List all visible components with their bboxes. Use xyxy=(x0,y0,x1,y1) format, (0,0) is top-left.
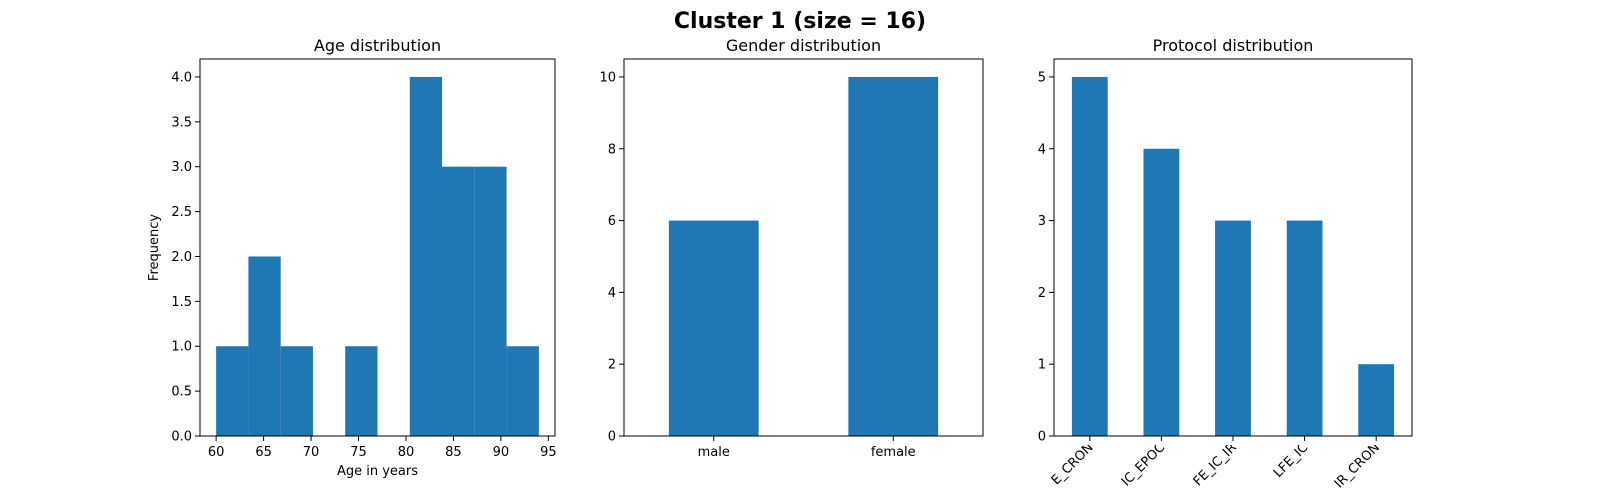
y-tick-label: 2.0 xyxy=(171,250,192,265)
x-tick-label: 90 xyxy=(493,445,510,460)
y-tick-label: 5 xyxy=(1038,70,1046,85)
x-tick-label: 75 xyxy=(350,445,367,460)
y-tick-label: 2.5 xyxy=(171,205,192,220)
y-tick-label: 1.0 xyxy=(171,340,192,355)
y-tick-label: 0 xyxy=(1038,430,1046,445)
y-tick-label: 4 xyxy=(1038,142,1046,157)
y-tick-label: 4.0 xyxy=(171,70,192,85)
x-tick-label: 80 xyxy=(398,445,415,460)
histogram-bin xyxy=(506,346,539,436)
histogram-bin xyxy=(474,166,507,436)
y-tick-label: 2 xyxy=(608,358,616,373)
x-tick-label: IC_EPOC xyxy=(1119,440,1168,489)
axes-frame xyxy=(623,58,984,437)
axes-frame xyxy=(199,58,556,437)
x-tick-label: FE_IC_IR xyxy=(1191,440,1240,489)
y-tick-label: 2 xyxy=(1038,286,1046,301)
bar-male xyxy=(668,220,759,436)
bar-lfe_ir_cron xyxy=(1358,364,1395,436)
x-tick-label: 65 xyxy=(255,445,272,460)
x-tick-label: male xyxy=(698,445,730,460)
panel-title: Gender distribution xyxy=(726,36,881,55)
histogram-bin xyxy=(280,346,313,436)
y-tick-label: 3 xyxy=(1038,214,1046,229)
y-tick-label: 3.5 xyxy=(171,115,192,130)
y-tick-label: 4 xyxy=(608,286,616,301)
panel-title: Protocol distribution xyxy=(1153,36,1314,55)
gender-bar-panel: Gender distribution 0 2 4 6 8 10 male female xyxy=(599,36,984,460)
figure-title: Cluster 1 (size = 16) xyxy=(674,9,926,34)
bar-lfe_ic_ir xyxy=(1215,220,1251,436)
panel-title: Age distribution xyxy=(314,36,441,55)
y-tick-label: 0.0 xyxy=(171,430,192,445)
y-tick-label: 1.5 xyxy=(171,295,192,310)
histogram-bin xyxy=(216,346,249,436)
bar-lfe_cron xyxy=(1071,76,1108,436)
axes-frame xyxy=(1053,58,1413,437)
y-tick-label: 8 xyxy=(608,142,616,157)
bar-female xyxy=(848,76,939,436)
x-tick-label: 70 xyxy=(303,445,320,460)
histogram-bin xyxy=(345,346,378,436)
x-axis-label: Age in years xyxy=(337,464,418,479)
histogram-bin xyxy=(248,256,281,436)
bar-lfe_ic xyxy=(1286,220,1323,436)
y-tick-label: 6 xyxy=(608,214,616,229)
protocol-bar-panel: Protocol distribution 0 1 2 3 4 5 E_CRON IC_EPOC… xyxy=(1038,36,1413,491)
x-tick-label: 95 xyxy=(540,445,557,460)
bar-lfe_ic_epoc xyxy=(1143,148,1180,436)
y-tick-label: 1 xyxy=(1038,358,1046,373)
x-tick-label: 85 xyxy=(445,445,462,460)
age-histogram-panel: Age distribution 0.0 0.5 1.0 1.5 2.0 2.5 3.0 3.5… xyxy=(147,36,557,479)
x-tick-label: IR_CRON xyxy=(1332,440,1383,491)
x-tick-label: E_CRON xyxy=(1049,440,1097,488)
y-tick-label: 0 xyxy=(608,430,616,445)
y-tick-label: 3.0 xyxy=(171,160,192,175)
histogram-bin xyxy=(409,76,443,436)
y-tick-label: 10 xyxy=(599,70,616,85)
x-tick-label: female xyxy=(871,445,916,460)
x-tick-label: LFE_IC xyxy=(1271,440,1312,481)
y-tick-label: 0.5 xyxy=(171,385,192,400)
histogram-bin xyxy=(442,166,475,436)
x-tick-label: 60 xyxy=(208,445,225,460)
y-axis-label: Frequency xyxy=(147,214,162,281)
x-tick-labels: E_CRON IC_EPOC FE_IC_IR LFE_IC IR_CRON xyxy=(1049,440,1383,491)
